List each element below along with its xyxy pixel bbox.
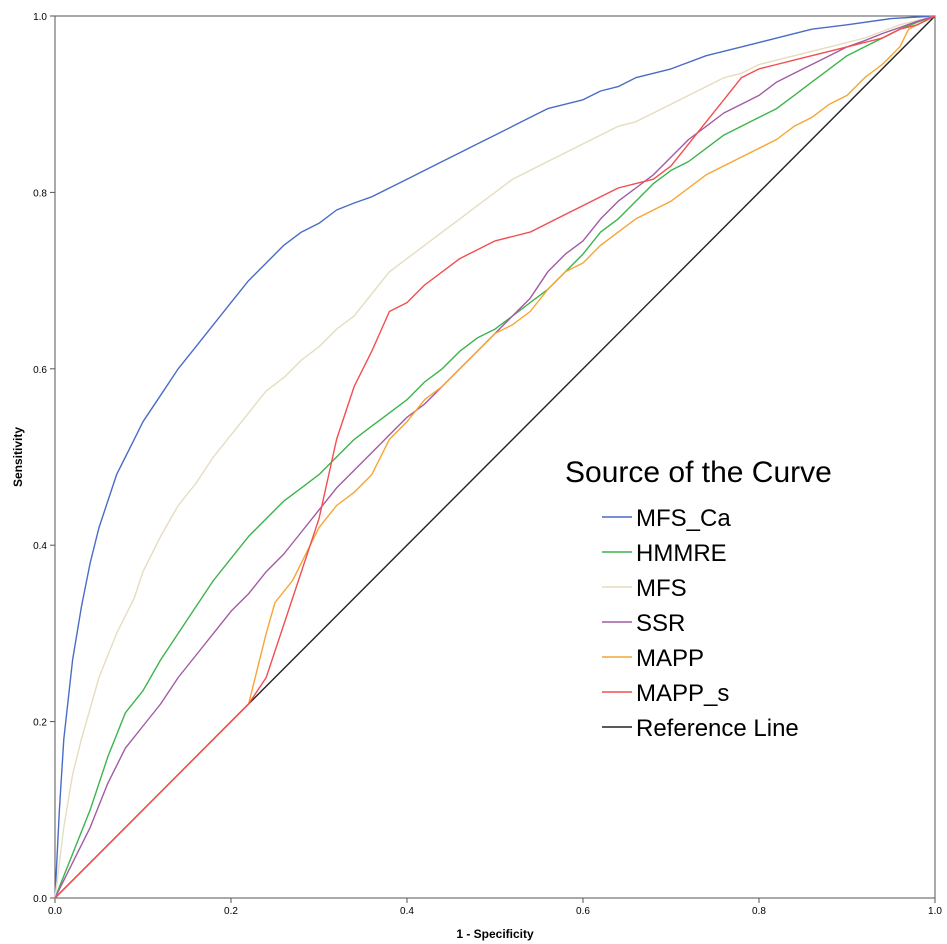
legend-label: HMMRE bbox=[636, 540, 727, 567]
y-tick-label: 0.8 bbox=[33, 188, 47, 199]
legend-label: SSR bbox=[636, 610, 685, 637]
x-axis-label: 1 - Specificity bbox=[456, 927, 534, 941]
x-axis-ticks: 0.0 0.2 0.4 0.6 0.8 1.0 bbox=[48, 898, 942, 917]
series-layer bbox=[54, 15, 936, 899]
legend-label: MAPP bbox=[636, 645, 704, 672]
x-tick-label: 0.4 bbox=[400, 906, 414, 917]
y-tick-label: 0.4 bbox=[33, 541, 47, 552]
y-axis-label: Sensitivity bbox=[11, 427, 25, 487]
legend-title: Source of the Curve bbox=[565, 456, 832, 489]
legend-label: MAPP_s bbox=[636, 680, 729, 707]
legend-items: MFS_Ca HMMRE MFS SSR MAPP MAPP_s Reference Lin… bbox=[602, 505, 799, 742]
series-line-mfs-ca bbox=[54, 15, 936, 899]
y-tick-label: 0.0 bbox=[33, 894, 47, 905]
x-tick-label: 0.6 bbox=[576, 906, 590, 917]
y-axis-ticks: 0.0 0.2 0.4 0.6 0.8 1.0 bbox=[33, 12, 55, 905]
y-tick-label: 0.2 bbox=[33, 718, 47, 729]
x-tick-label: 0.2 bbox=[224, 906, 238, 917]
legend: Source of the Curve MFS_Ca HMMRE MFS SSR MAP… bbox=[565, 456, 832, 742]
series-line-mapp-s bbox=[54, 15, 936, 899]
x-tick-label: 0.0 bbox=[48, 906, 62, 917]
legend-label: MFS bbox=[636, 575, 687, 602]
series-line-mfs bbox=[54, 15, 936, 899]
series-line-hmmre bbox=[54, 15, 936, 899]
legend-label: MFS_Ca bbox=[636, 505, 731, 532]
x-tick-label: 0.8 bbox=[752, 906, 766, 917]
y-tick-label: 0.6 bbox=[33, 365, 47, 376]
x-tick-label: 1.0 bbox=[928, 906, 942, 917]
legend-label: Reference Line bbox=[636, 715, 799, 742]
y-tick-label: 1.0 bbox=[33, 12, 47, 23]
series-line-mapp bbox=[54, 15, 936, 899]
